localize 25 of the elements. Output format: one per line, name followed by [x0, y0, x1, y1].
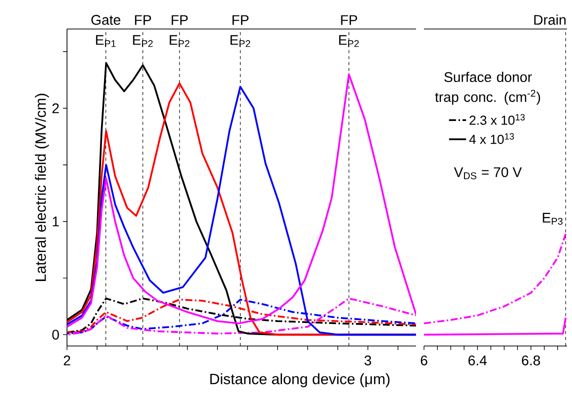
y-tick-label: 1	[52, 216, 59, 226]
x-tick-label: 6	[420, 355, 428, 366]
legend-title: Surface donor trap conc. (cm$^{-2}$)	[435, 72, 540, 105]
ref-line-label: E$_{P1}$	[96, 35, 116, 47]
x-tick-label: 6.8	[522, 355, 540, 366]
ref-line-label: E$_{P2}$	[339, 35, 359, 47]
annotation: Gate	[91, 14, 120, 25]
x-tick-label: 6.4	[468, 355, 487, 366]
ref-line-label: E$_{P2}$	[133, 35, 153, 47]
annotation: Drain	[534, 14, 566, 25]
annotation: FP	[135, 15, 152, 25]
x-tick-label: 3	[364, 355, 372, 366]
legend-label: 2.3 x 10$^{13}$	[470, 114, 525, 125]
y-tick-label: 2	[52, 103, 59, 114]
x-axis-title: Distance along device (μm)	[210, 373, 390, 388]
y-tick-label: 0	[52, 330, 59, 340]
annotation: V$_{DS}$ = 70 V	[454, 167, 522, 180]
annotation: FP	[172, 15, 188, 25]
annotation: E$_{P3}$	[542, 212, 563, 225]
annotation: FP	[232, 15, 248, 25]
y-axis-title: Lateral electric field (MV/cm)	[34, 94, 49, 281]
annotation: FP	[341, 15, 358, 25]
x-tick-label: 2	[64, 355, 70, 366]
ref-line-label: E$_{P2}$	[170, 35, 190, 47]
legend-label: 4 x 10$^{13}$	[469, 133, 514, 144]
